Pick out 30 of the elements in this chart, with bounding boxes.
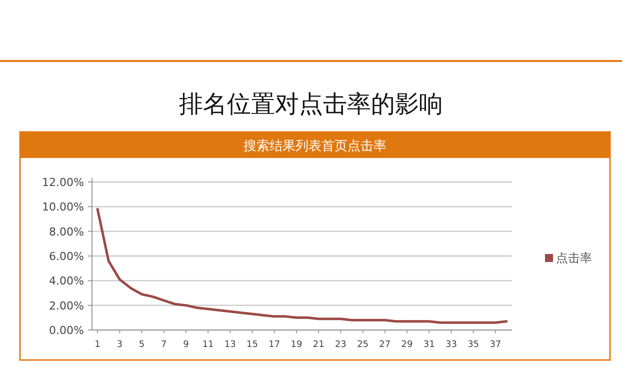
y-tick-label: 10.00% — [42, 200, 84, 214]
x-tick-label: 31 — [423, 340, 435, 350]
x-tick-label: 35 — [468, 340, 480, 350]
x-tick-label: 13 — [224, 340, 236, 350]
x-tick-label: 27 — [379, 340, 391, 350]
x-tick-label: 5 — [138, 340, 145, 350]
x-tick-label: 33 — [445, 340, 457, 350]
x-tick-label: 29 — [401, 340, 413, 350]
line-series — [96, 208, 508, 324]
x-tick-label: 17 — [268, 340, 280, 350]
chart-subtitle: 搜索结果列表首页点击率 — [244, 138, 386, 154]
x-tick-label: 25 — [357, 340, 369, 350]
y-tick-label: 6.00% — [49, 250, 84, 263]
chart-title: 排名位置对点击率的影响 — [179, 90, 443, 118]
x-tick-label: 3 — [116, 340, 122, 350]
x-tick-label: 19 — [290, 340, 302, 350]
y-tick-label: 8.00% — [49, 225, 84, 238]
y-tick-label: 2.00% — [49, 299, 84, 312]
x-tick-label: 23 — [334, 340, 346, 350]
legend-label: 点击率 — [556, 251, 592, 265]
y-tick-label: 12.00% — [42, 176, 84, 189]
x-tick-label: 11 — [202, 340, 214, 350]
x-tick-label: 1 — [94, 340, 100, 350]
x-tick-label: 9 — [183, 340, 190, 350]
x-tick-label: 21 — [312, 340, 324, 350]
x-tick-label: 37 — [490, 340, 502, 350]
y-tick-label: 4.00% — [49, 274, 84, 288]
x-tick-label: 15 — [246, 340, 258, 350]
y-tick-label: 0.00% — [49, 324, 84, 337]
x-tick-label: 7 — [160, 340, 167, 350]
